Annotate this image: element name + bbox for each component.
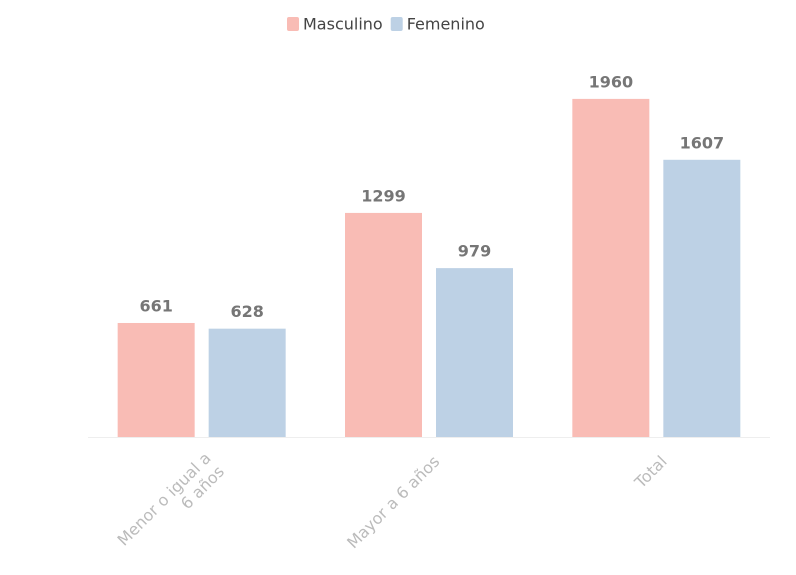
legend-swatch	[287, 17, 299, 31]
legend-swatch	[390, 17, 403, 31]
bar	[572, 98, 650, 438]
bar	[345, 212, 422, 437]
x-tick-label: Menor o igual a6 años	[113, 448, 228, 563]
value-label: 1960	[589, 72, 634, 91]
bar	[208, 328, 286, 437]
legend: Masculino Femenino	[287, 15, 485, 34]
bar	[117, 322, 195, 437]
bar	[436, 268, 513, 437]
value-label: 1607	[680, 133, 725, 152]
x-tick-label: Mayor a 6 años	[343, 452, 443, 552]
bar	[663, 159, 741, 438]
value-label: 979	[458, 242, 491, 261]
value-label: 628	[230, 302, 263, 321]
x-tick-label: Total	[630, 452, 671, 493]
legend-label: Femenino	[407, 15, 485, 34]
value-label: 1299	[361, 186, 406, 205]
value-label: 661	[139, 296, 172, 315]
legend-label: Masculino	[303, 15, 383, 34]
